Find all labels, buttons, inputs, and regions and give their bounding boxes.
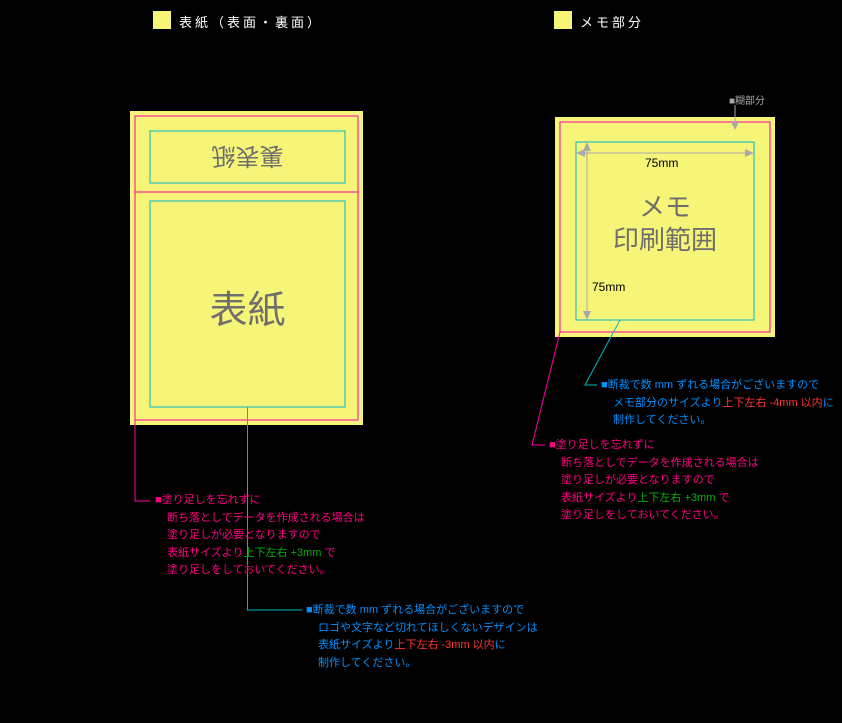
left-title-text: 裏表紙: [150, 141, 345, 176]
left-body-text: 表紙: [150, 279, 345, 334]
text: ■塗り足しを忘れずに: [549, 437, 759, 455]
text: ロゴや文字など切れてほしくないデザインは: [318, 620, 538, 638]
stage: 表紙（表面・裏面） メモ部分 裏表紙 表紙 メモ 印刷範囲 75mm 75mm …: [0, 0, 842, 723]
text: 表紙サイズより上下左右 -3mm 以内に: [318, 637, 538, 655]
left-note-magenta: ■塗り足しを忘れずに 断ち落としでデータを作成される場合は 塗り足しが必要となり…: [155, 492, 365, 580]
right-body-line1: メモ: [576, 187, 754, 224]
text: 断ち落としでデータを作成される場合は: [561, 455, 759, 473]
left-header-swatch: [153, 11, 171, 29]
right-width-label: 75mm: [645, 156, 678, 170]
left-magenta-callout: [135, 418, 150, 501]
text: 塗り足しが必要となりますので: [167, 527, 365, 545]
left-note-blue: ■断裁で数 mm ずれる場合がございますので ロゴや文字など切れてほしくないデザ…: [306, 602, 538, 672]
right-body-line2: 印刷範囲: [576, 220, 754, 257]
text: メモ部分のサイズより上下左右 -4mm 以内に: [613, 395, 834, 413]
glue-label: ■糊部分: [729, 92, 765, 107]
text: ■塗り足しを忘れずに: [155, 492, 365, 510]
right-header-label: メモ部分: [580, 12, 644, 31]
left-header-label: 表紙（表面・裏面）: [179, 12, 323, 31]
right-header-swatch: [554, 11, 572, 29]
text: 制作してください。: [613, 412, 834, 430]
right-note-magenta: ■塗り足しを忘れずに 断ち落としでデータを作成される場合は 塗り足しが必要となり…: [549, 437, 759, 525]
text: 表紙サイズより上下左右 +3mm で: [167, 545, 365, 563]
right-note-blue: ■断裁で数 mm ずれる場合がございますので メモ部分のサイズより上下左右 -4…: [601, 377, 834, 430]
text: 塗り足しをしておいてください。: [167, 562, 365, 580]
text: 断ち落としでデータを作成される場合は: [167, 510, 365, 528]
text: 塗り足しをしておいてください。: [561, 507, 759, 525]
text: ■断裁で数 mm ずれる場合がございますので: [601, 377, 834, 395]
text: 塗り足しが必要となりますので: [561, 472, 759, 490]
text: ■断裁で数 mm ずれる場合がございますので: [306, 602, 538, 620]
text: 制作してください。: [318, 655, 538, 673]
right-magenta-callout: [532, 332, 560, 445]
right-height-label: 75mm: [592, 280, 625, 294]
text: 表紙サイズより上下左右 +3mm で: [561, 490, 759, 508]
